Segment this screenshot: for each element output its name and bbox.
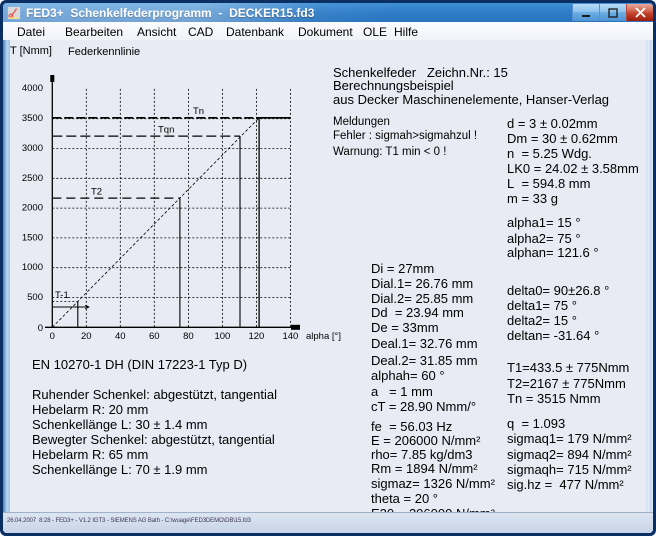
svg-text:3500: 3500 [22,113,43,124]
svg-text:2000: 2000 [22,203,43,214]
svg-text:500: 500 [27,292,43,303]
svg-text:1500: 1500 [22,232,43,243]
svg-text:T2: T2 [91,187,102,198]
svg-text:80: 80 [183,331,194,342]
svg-text:0: 0 [38,323,43,334]
svg-text:2500: 2500 [22,173,43,184]
svg-text:100: 100 [214,331,230,342]
svg-text:140: 140 [282,331,298,342]
svg-text:120: 120 [248,331,264,342]
svg-text:40: 40 [115,331,126,342]
svg-text:4000: 4000 [22,83,43,94]
svg-text:T-1: T-1 [55,290,69,301]
svg-text:20: 20 [81,331,92,342]
svg-text:0: 0 [50,331,55,342]
svg-text:alpha [°]: alpha [°] [306,331,341,342]
svg-text:Tn: Tn [193,106,204,117]
svg-text:3000: 3000 [22,143,43,154]
svg-text:1000: 1000 [22,262,43,273]
svg-text:60: 60 [149,331,160,342]
svg-text:Tqn: Tqn [158,125,174,136]
